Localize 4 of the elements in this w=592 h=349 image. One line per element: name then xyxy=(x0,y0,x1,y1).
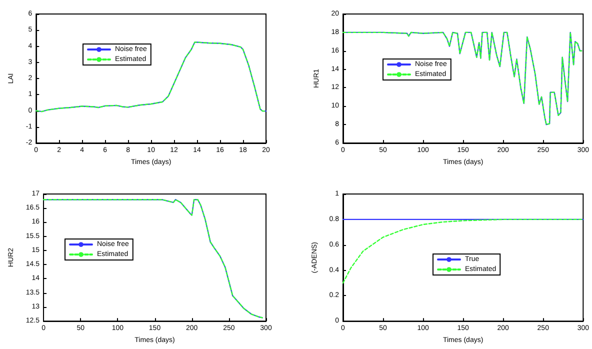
line-series xyxy=(36,42,267,112)
line-series xyxy=(42,199,263,318)
line-series xyxy=(342,218,584,284)
line-series xyxy=(342,32,582,126)
